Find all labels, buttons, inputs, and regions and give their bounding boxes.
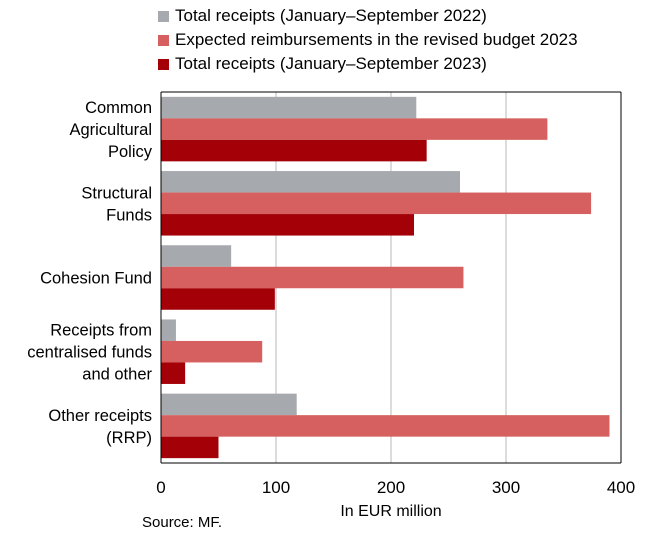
category-label-line: Structural <box>81 184 152 202</box>
category-label-line: Agricultural <box>69 121 152 139</box>
category-label-1: Structural Funds <box>81 184 152 224</box>
category-label-line: Funds <box>106 206 152 224</box>
bar-series2-cat2 <box>161 288 275 310</box>
legend-item-2022: Total receipts (January–September 2022) <box>158 4 578 28</box>
category-label-line: Common <box>85 99 152 117</box>
bar-series0-cat4 <box>161 393 297 416</box>
x-tick-label-3: 300 <box>492 478 520 497</box>
bar-series2-cat1 <box>161 214 414 236</box>
bar-series2-cat0 <box>161 139 427 162</box>
legend-swatch-2023 <box>158 58 169 70</box>
category-label-0: Common Agricultural Policy <box>69 99 152 161</box>
x-tick-label-1: 100 <box>262 478 290 497</box>
category-label-2: Cohesion Fund <box>40 270 152 288</box>
category-label-3: Receipts from centralised funds and other <box>27 322 152 384</box>
category-label-line: and other <box>82 366 152 384</box>
category-label-4: Other receipts (RRP) <box>48 407 152 447</box>
bar-series1-cat1 <box>161 192 592 215</box>
x-axis-label: In EUR million <box>340 503 441 520</box>
legend-item-2023: Total receipts (January–September 2023) <box>158 52 578 76</box>
category-label-line: Other receipts <box>48 407 152 425</box>
x-tick-label-4: 400 <box>607 478 635 497</box>
legend-label-2023: Total receipts (January–September 2023) <box>175 54 487 73</box>
category-label-line: centralised funds <box>27 344 152 362</box>
legend-item-budget-2023: Expected reimbursements in the revised b… <box>158 28 578 52</box>
bar-series0-cat0 <box>161 96 417 119</box>
legend-swatch-2022 <box>158 10 169 22</box>
x-tick-label-0: 0 <box>156 478 165 497</box>
bar-series1-cat3 <box>161 340 263 363</box>
bar-series0-cat3 <box>161 319 176 341</box>
chart-legend: Total receipts (January–September 2022) … <box>158 4 578 76</box>
category-label-line: Cohesion Fund <box>40 270 152 288</box>
bar-series0-cat2 <box>161 245 232 267</box>
legend-label-2022: Total receipts (January–September 2022) <box>175 6 487 25</box>
category-label-line: (RRP) <box>106 429 152 447</box>
x-tick-label-2: 200 <box>377 478 405 497</box>
bar-series2-cat3 <box>161 362 186 384</box>
bar-series1-cat0 <box>161 118 548 140</box>
bar-series2-cat4 <box>161 436 219 459</box>
bar-series0-cat1 <box>161 171 460 193</box>
legend-label-budget-2023: Expected reimbursements in the revised b… <box>175 30 578 49</box>
legend-swatch-budget-2023 <box>158 34 169 46</box>
bar-series1-cat2 <box>161 266 464 289</box>
category-label-line: Receipts from <box>50 322 152 340</box>
category-label-line: Policy <box>108 143 153 161</box>
source-note: Source: MF. <box>142 514 223 531</box>
bar-series1-cat4 <box>161 415 610 437</box>
